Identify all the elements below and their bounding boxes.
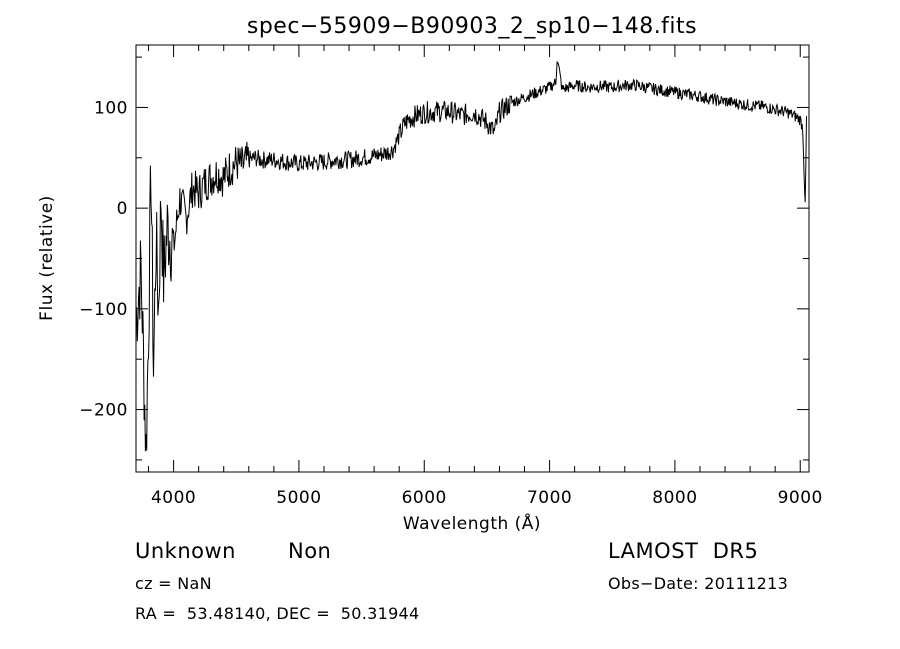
spectrum-line [135,61,807,452]
x-tick-label: 4000 [151,488,196,508]
object-subclass: Non [288,539,332,563]
x-tick-label: 7000 [527,488,572,508]
x-tick-label: 6000 [402,488,447,508]
x-tick-label: 5000 [276,488,321,508]
x-axis-label: Wavelength (Å) [403,512,541,534]
y-tick-label: −100 [79,300,128,320]
y-axis-label: Flux (relative) [37,195,57,321]
ra-dec-coordinates: RA = 53.48140, DEC = 50.31944 [135,604,420,623]
y-tick-label: −200 [79,401,128,421]
y-tick-label: 100 [94,98,128,118]
y-tick-label: 0 [117,199,128,219]
object-class: Unknown [135,539,236,563]
x-tick-label: 9000 [778,488,823,508]
x-tick-label: 8000 [652,488,697,508]
plot-frame [135,44,810,473]
observation-date: Obs−Date: 20111213 [608,574,789,593]
survey-release: LAMOST DR5 [608,539,759,563]
axis-tick-labels: 4000 5000 6000 7000 8000 9000 −200 −100 0 100 [79,98,823,508]
axis-ticks [136,45,809,472]
chart-title: spec−55909−B90903_2_sp10−148.fits [247,14,697,39]
redshift-cz: cz = NaN [135,574,212,593]
